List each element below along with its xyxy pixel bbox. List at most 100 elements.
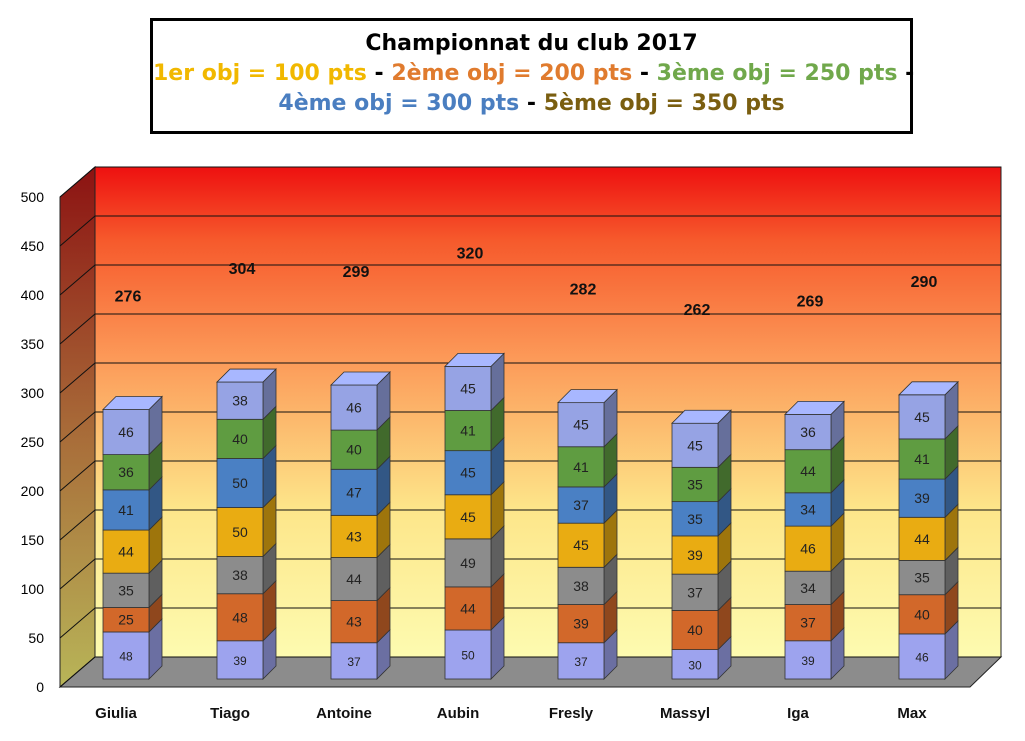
- y-tick-label: 500: [21, 189, 45, 205]
- bar-segment: [671, 610, 719, 651]
- bar-segment-value-label: 38: [573, 578, 589, 594]
- bar-segment: [671, 501, 719, 537]
- bar-segment-value-label: 47: [346, 484, 362, 500]
- bar-segment-value-label: 38: [232, 393, 248, 409]
- bar-segment-value-label: 46: [800, 541, 816, 557]
- bar-segment: [898, 478, 946, 518]
- bar-segment: [898, 394, 946, 440]
- bar-segment-value-label: 35: [687, 476, 703, 492]
- bar-segment-value-label: 40: [232, 431, 248, 447]
- bar-segment-value-label: 48: [232, 609, 248, 625]
- y-tick-label: 0: [36, 679, 44, 695]
- bar-segment: [784, 570, 832, 605]
- bar-segment-value-label: 50: [232, 475, 248, 491]
- bar-segment: [330, 468, 378, 516]
- bar-segment-value-label: 46: [915, 650, 929, 664]
- bar-top: [216, 368, 277, 383]
- bar-segment-value-label: 41: [914, 451, 930, 467]
- x-tick-label: Iga: [787, 705, 809, 722]
- subtitle-obj-2: 2ème obj = 200 pts: [391, 61, 633, 86]
- bar-segment-value-label: 44: [118, 544, 134, 560]
- bar-segment-value-label: 48: [119, 649, 133, 663]
- bar-segment-value-label: 40: [346, 442, 362, 458]
- bar-segment: [444, 586, 492, 631]
- bar-segment: [898, 516, 946, 561]
- chart-title: Championnat du club 2017: [365, 31, 698, 56]
- x-tick-label: Tiago: [210, 705, 250, 722]
- bar-segment-value-label: 35: [118, 582, 134, 598]
- bar-top: [330, 371, 391, 386]
- bar-segment-value-label: 39: [233, 654, 247, 668]
- bar-total-label: 304: [229, 261, 256, 278]
- bar-segment-value-label: 37: [574, 655, 588, 669]
- bar-segment: [557, 566, 605, 605]
- bar-segment: [784, 413, 832, 451]
- bar-segment: [784, 492, 832, 527]
- gridline: [59, 166, 1001, 198]
- gridline: [59, 215, 1001, 247]
- bar-total-label: 269: [797, 293, 824, 310]
- floor: [58, 656, 1003, 688]
- bar-segment: [444, 538, 492, 588]
- bar-segment: [898, 633, 946, 680]
- bar-segment: [216, 458, 264, 508]
- bar-segment-value-label: 39: [687, 547, 703, 563]
- bar-segment: [216, 381, 264, 420]
- bar-segment: [784, 449, 832, 494]
- bar-segment-value-label: 39: [914, 490, 930, 506]
- bar-segment: [444, 365, 492, 411]
- bar-segment: [330, 642, 378, 680]
- bar-segment-value-label: 46: [118, 424, 134, 440]
- x-tick-label: Antoine: [316, 705, 372, 722]
- bar-segment: [102, 631, 150, 680]
- bar-segment-value-label: 45: [687, 437, 703, 453]
- bar-total-label: 262: [684, 302, 711, 319]
- subtitle-obj-5: 5ème obj = 350 pts: [543, 91, 785, 116]
- bar-top: [557, 389, 618, 404]
- subtitle-separator: -: [639, 61, 649, 86]
- bar-segment-value-label: 37: [573, 497, 589, 513]
- bar-total-label: 299: [343, 264, 370, 281]
- bar-segment-value-label: 36: [118, 464, 134, 480]
- bar-segment-value-label: 41: [573, 459, 589, 475]
- subtitle-obj-1: 1er obj = 100 pts: [153, 61, 367, 86]
- bar-segment-value-label: 25: [118, 612, 134, 628]
- bar-segment-value-label: 50: [461, 649, 475, 663]
- bar-segment-value-label: 44: [460, 600, 476, 616]
- y-tick-label: 250: [21, 434, 45, 450]
- bar-segment: [216, 556, 264, 595]
- subtitle-obj-4: 4ème obj = 300 pts: [278, 91, 520, 116]
- bar-segment: [216, 418, 264, 459]
- chart-title-box: Championnat du club 2017 1er obj = 100 p…: [150, 18, 915, 134]
- bar-segment-value-label: 40: [914, 606, 930, 622]
- bar-segment-value-label: 45: [460, 380, 476, 396]
- bar-segment: [784, 525, 832, 572]
- bar-segment-value-label: 34: [800, 501, 816, 517]
- bar-segment: [330, 557, 378, 601]
- bar-segment-value-label: 30: [688, 658, 702, 672]
- bar-top: [444, 352, 505, 367]
- bar-segment-value-label: 40: [687, 622, 703, 638]
- bar-segment: [898, 560, 946, 596]
- bar-segment-value-label: 35: [914, 570, 930, 586]
- bar-segment: [444, 410, 492, 452]
- bar-segment: [102, 454, 150, 491]
- bar-segment-value-label: 45: [460, 465, 476, 481]
- bar-segment: [102, 409, 150, 455]
- bar-segment: [557, 486, 605, 524]
- bar-segment: [330, 384, 378, 431]
- bar-segment-value-label: 45: [914, 409, 930, 425]
- bar-segment: [671, 649, 719, 680]
- chart-subtitle-line-2: 4ème obj = 300 pts - 5ème obj = 350 pts: [153, 89, 910, 119]
- bar-segment: [216, 507, 264, 557]
- bar-segment: [671, 466, 719, 503]
- bar-segment: [898, 594, 946, 635]
- subtitle-separator: -: [905, 61, 915, 86]
- bar-segment: [216, 640, 264, 680]
- x-tick-label: Max: [897, 705, 927, 722]
- y-tick-label: 100: [21, 581, 45, 597]
- bar-segment-value-label: 41: [118, 502, 134, 518]
- bar-segment: [557, 446, 605, 488]
- bar-segment: [102, 489, 150, 531]
